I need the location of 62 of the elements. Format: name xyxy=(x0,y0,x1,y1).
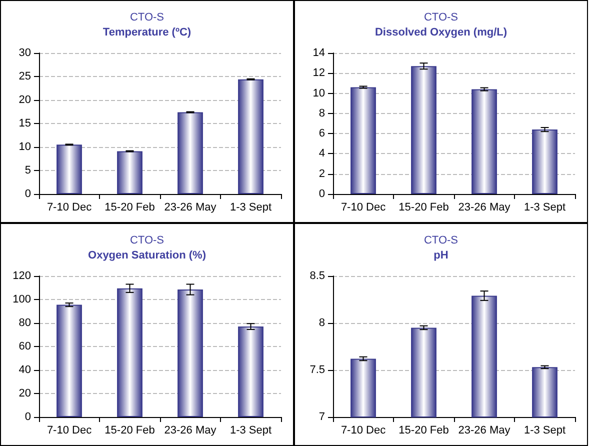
y-tick-label: 2 xyxy=(318,168,325,180)
y-tick-label: 5 xyxy=(24,164,31,176)
bar xyxy=(178,112,203,194)
bar xyxy=(238,79,264,194)
y-tick-label: 8 xyxy=(318,317,325,329)
chart-title: CTO-S xyxy=(424,12,458,24)
chart-title: CTO-S xyxy=(130,234,164,246)
y-tick-label: 40 xyxy=(18,364,31,376)
y-tick-label: 8.5 xyxy=(310,270,325,282)
bar xyxy=(178,290,203,417)
chart-subtitle: Dissolved Oxygen (mg/L) xyxy=(374,26,508,38)
x-tick-label: 1-3 Sept xyxy=(524,202,566,214)
x-tick-label: 15-20 Feb xyxy=(398,424,449,436)
chart-subtitle: Oxygen Saturation (%) xyxy=(88,250,206,262)
y-tick-label: 0 xyxy=(318,188,325,200)
bar xyxy=(411,66,436,194)
y-tick-label: 10 xyxy=(312,87,325,100)
y-tick-label: 15 xyxy=(18,118,31,130)
y-tick-label: 120 xyxy=(12,270,31,282)
y-tick-label: 7.5 xyxy=(310,364,325,376)
chart-subtitle: pH xyxy=(434,250,448,262)
x-tick-label: 23-26 May xyxy=(458,202,511,214)
chart-title: CTO-S xyxy=(130,12,164,24)
x-tick-label: 7-10 Dec xyxy=(340,424,386,436)
y-tick-label: 20 xyxy=(18,94,31,106)
bar xyxy=(472,89,497,194)
y-tick-label: 8 xyxy=(318,107,325,120)
y-tick-label: 14 xyxy=(312,47,325,59)
x-tick-label: 15-20 Feb xyxy=(398,202,449,214)
y-tick-label: 4 xyxy=(318,148,325,160)
y-tick-label: 30 xyxy=(18,47,31,59)
x-tick-label: 7-10 Dec xyxy=(46,424,92,436)
x-tick-label: 1-3 Sept xyxy=(230,202,272,214)
x-tick-label: 15-20 Feb xyxy=(104,424,155,436)
bar xyxy=(56,304,82,417)
bar xyxy=(56,144,82,194)
chart-title: CTO-S xyxy=(424,234,458,246)
y-tick-label: 80 xyxy=(18,317,31,329)
y-tick-label: 12 xyxy=(312,67,325,80)
x-tick-label: 7-10 Dec xyxy=(46,202,92,214)
x-tick-label: 23-26 May xyxy=(164,202,217,214)
bar xyxy=(117,288,142,417)
x-tick-label: 23-26 May xyxy=(458,424,511,436)
y-tick-label: 20 xyxy=(18,388,31,400)
y-tick-label: 25 xyxy=(18,70,31,82)
bar xyxy=(350,87,376,194)
x-tick-label: 1-3 Sept xyxy=(524,424,566,436)
x-tick-label: 23-26 May xyxy=(164,424,217,436)
y-tick-label: 7 xyxy=(318,411,325,423)
x-tick-label: 7-10 Dec xyxy=(340,202,386,214)
bar xyxy=(532,130,558,194)
chart-subtitle: Temperature (ºC) xyxy=(102,26,192,38)
y-tick-label: 60 xyxy=(18,340,31,352)
y-tick-label: 10 xyxy=(18,141,31,153)
x-tick-label: 1-3 Sept xyxy=(230,424,272,436)
x-tick-label: 15-20 Feb xyxy=(104,202,155,214)
y-tick-label: 6 xyxy=(318,128,325,140)
bar xyxy=(238,326,264,417)
y-tick-label: 0 xyxy=(24,188,31,200)
bar xyxy=(117,151,142,194)
y-tick-label: 100 xyxy=(12,294,31,306)
y-tick-label: 0 xyxy=(24,411,31,423)
